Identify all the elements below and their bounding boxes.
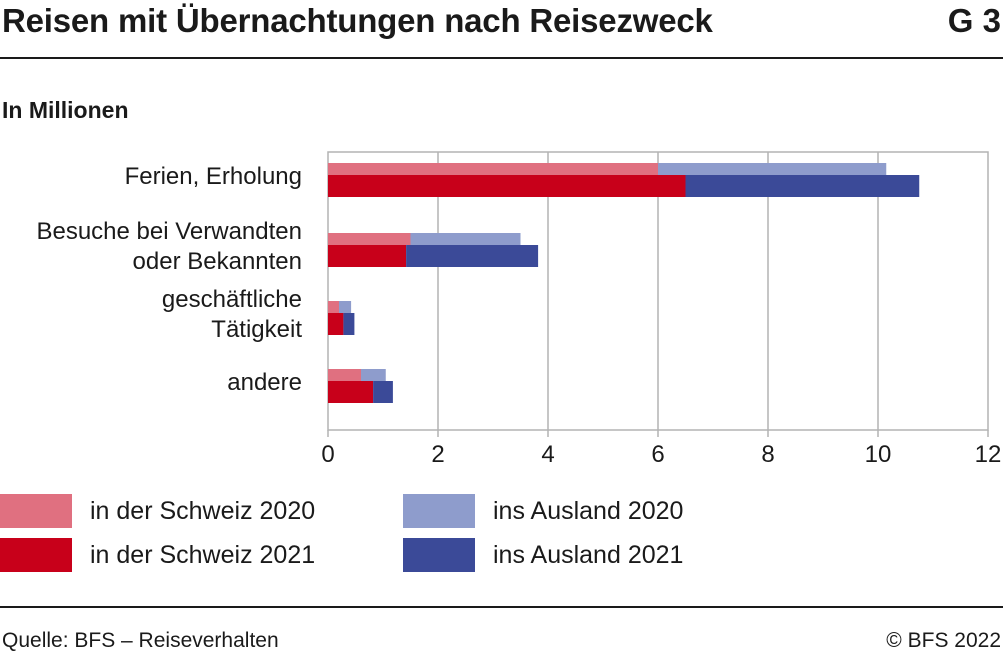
legend-item-ch-2020: in der Schweiz 2020 bbox=[0, 494, 315, 528]
legend-item-abroad-2020: ins Ausland 2020 bbox=[403, 494, 683, 528]
legend-swatch-ch-2021 bbox=[0, 538, 72, 572]
bar-geschaeftlich-abroad-2021 bbox=[343, 313, 355, 335]
bar-besuche-abroad-2021 bbox=[406, 245, 539, 267]
bar-chart: 0 2 4 6 8 10 12 Ferien, Erholung Besuche bei Ver… bbox=[36, 151, 1002, 468]
figure-id: G 3 bbox=[947, 2, 1001, 39]
legend-label-ch-2021: in der Schweiz 2021 bbox=[90, 540, 316, 569]
legend-label-ch-2020: in der Schweiz 2020 bbox=[90, 496, 316, 525]
legend-swatch-abroad-2020 bbox=[403, 494, 475, 528]
bar-geschaeftlich-ch-2020 bbox=[328, 301, 339, 313]
bar-andere-abroad-2020 bbox=[361, 369, 386, 381]
category-label-geschaeftlich-line1: geschäftliche bbox=[162, 286, 302, 313]
bar-geschaeftlich-ch-2021 bbox=[328, 313, 344, 335]
tick-label-x-12: 12 bbox=[975, 441, 1002, 468]
bar-besuche-abroad-2020 bbox=[410, 233, 521, 245]
legend-label-abroad-2020: ins Ausland 2020 bbox=[493, 496, 684, 525]
tick-label-x-8: 8 bbox=[761, 441, 774, 468]
category-label-besuche-line1: Besuche bei Verwandten bbox=[36, 218, 302, 245]
tick-label-x-6: 6 bbox=[651, 441, 664, 468]
bar-andere-ch-2020 bbox=[328, 369, 361, 381]
copyright-note: © BFS 2022 bbox=[886, 629, 1001, 652]
bar-besuche-ch-2021 bbox=[328, 245, 407, 267]
bar-andere-abroad-2021 bbox=[373, 381, 393, 403]
source-note: Quelle: BFS – Reiseverhalten bbox=[2, 629, 279, 652]
chart-title: Reisen mit Übernachtungen nach Reisezwec… bbox=[2, 2, 713, 39]
tick-label-x-2: 2 bbox=[431, 441, 444, 468]
legend-swatch-abroad-2021 bbox=[403, 538, 475, 572]
legend-item-abroad-2021: ins Ausland 2021 bbox=[403, 538, 683, 572]
bar-ferien-abroad-2021 bbox=[685, 175, 920, 197]
category-label-andere: andere bbox=[227, 369, 302, 396]
legend-label-abroad-2021: ins Ausland 2021 bbox=[493, 540, 684, 569]
legend-swatch-ch-2020 bbox=[0, 494, 72, 528]
tick-label-x-0: 0 bbox=[321, 441, 334, 468]
tick-label-x-10: 10 bbox=[865, 441, 892, 468]
category-label-ferien: Ferien, Erholung bbox=[125, 163, 302, 190]
bar-geschaeftlich-abroad-2020 bbox=[339, 301, 352, 313]
bar-andere-ch-2021 bbox=[328, 381, 374, 403]
bottom-rule bbox=[0, 606, 1003, 608]
tick-label-x-4: 4 bbox=[541, 441, 554, 468]
bar-ferien-ch-2021 bbox=[328, 175, 686, 197]
top-rule bbox=[0, 57, 1003, 59]
chart-subtitle: In Millionen bbox=[2, 97, 129, 123]
bar-ferien-abroad-2020 bbox=[658, 163, 887, 175]
category-label-geschaeftlich-line2: Tätigkeit bbox=[211, 316, 302, 343]
category-label-besuche-line2: oder Bekannten bbox=[133, 248, 302, 275]
bar-besuche-ch-2020 bbox=[328, 233, 411, 245]
legend-item-ch-2021: in der Schweiz 2021 bbox=[0, 538, 315, 572]
bar-ferien-ch-2020 bbox=[328, 163, 658, 175]
